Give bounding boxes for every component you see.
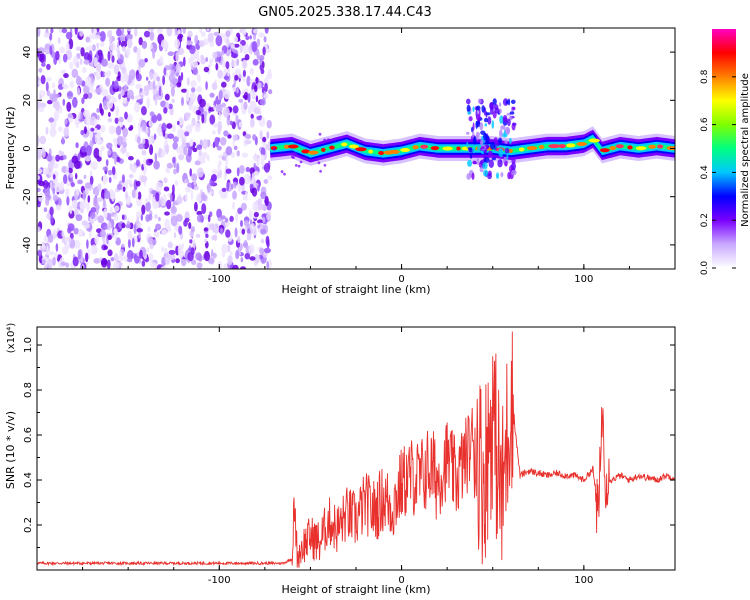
snr-y-label: SNR (10 * v/v) <box>4 411 17 489</box>
x-tick-label: -100 <box>208 274 231 285</box>
snr-x-label: Height of straight line (km) <box>281 583 430 596</box>
snr-panel: -100 0 100 0.2 0.4 0.6 0.8 1.0 Height of straig… <box>4 323 676 596</box>
y-tick-label: -40 <box>22 237 33 253</box>
y-tick-label: -20 <box>22 189 33 205</box>
y-tick-label: 0.6 <box>23 427 34 443</box>
snr-plot-area <box>37 327 675 570</box>
colorbar-gradient <box>712 29 736 268</box>
signal-ridge <box>270 98 675 180</box>
snr-y-multiplier: (x10⁴) <box>6 323 17 354</box>
colorbar-tick-label: 0.8 <box>700 69 710 84</box>
y-tick-label: 1.0 <box>23 337 34 353</box>
spectrogram-x-label: Height of straight line (km) <box>281 283 430 296</box>
colorbar-ticks: 0.0 0.2 0.4 0.6 0.8 <box>700 69 736 275</box>
y-tick-label: 0.4 <box>23 472 34 488</box>
snr-frame <box>36 326 676 571</box>
colorbar-tick-label: 0.0 <box>700 261 710 276</box>
y-tick-label: 0 <box>22 145 33 151</box>
spectrogram-frame <box>36 27 676 270</box>
colorbar-tick-label: 0.2 <box>700 213 710 227</box>
spectrogram-axis-ticks: -100 0 100 -40 -20 0 20 40 <box>22 28 676 285</box>
colorbar-tick-label: 0.4 <box>700 165 710 180</box>
x-tick-label: 0 <box>398 274 404 285</box>
y-tick-label: 20 <box>22 94 33 107</box>
figure-title: GN05.2025.338.17.44.C43 <box>258 5 432 20</box>
noise-region <box>37 28 273 269</box>
x-tick-label: 100 <box>574 274 593 285</box>
colorbar-label: Normalized spectral amplitude <box>740 73 750 227</box>
x-tick-label: -100 <box>208 575 231 586</box>
y-tick-label: 0.8 <box>23 382 34 398</box>
x-tick-label: 0 <box>398 575 404 586</box>
x-tick-label: 100 <box>574 575 593 586</box>
spectrogram-y-label: Frequency (Hz) <box>4 107 17 190</box>
y-tick-label: 40 <box>22 46 33 59</box>
colorbar: 0.0 0.2 0.4 0.6 0.8 Normalized spectral ampl… <box>700 29 750 275</box>
y-tick-label: 0.2 <box>23 517 34 533</box>
snr-line <box>37 331 675 568</box>
colorbar-tick-label: 0.6 <box>700 117 710 132</box>
snr-series <box>37 331 675 568</box>
spectrogram-panel: -100 0 100 -40 -20 0 20 40 Height of straight l… <box>4 27 676 296</box>
